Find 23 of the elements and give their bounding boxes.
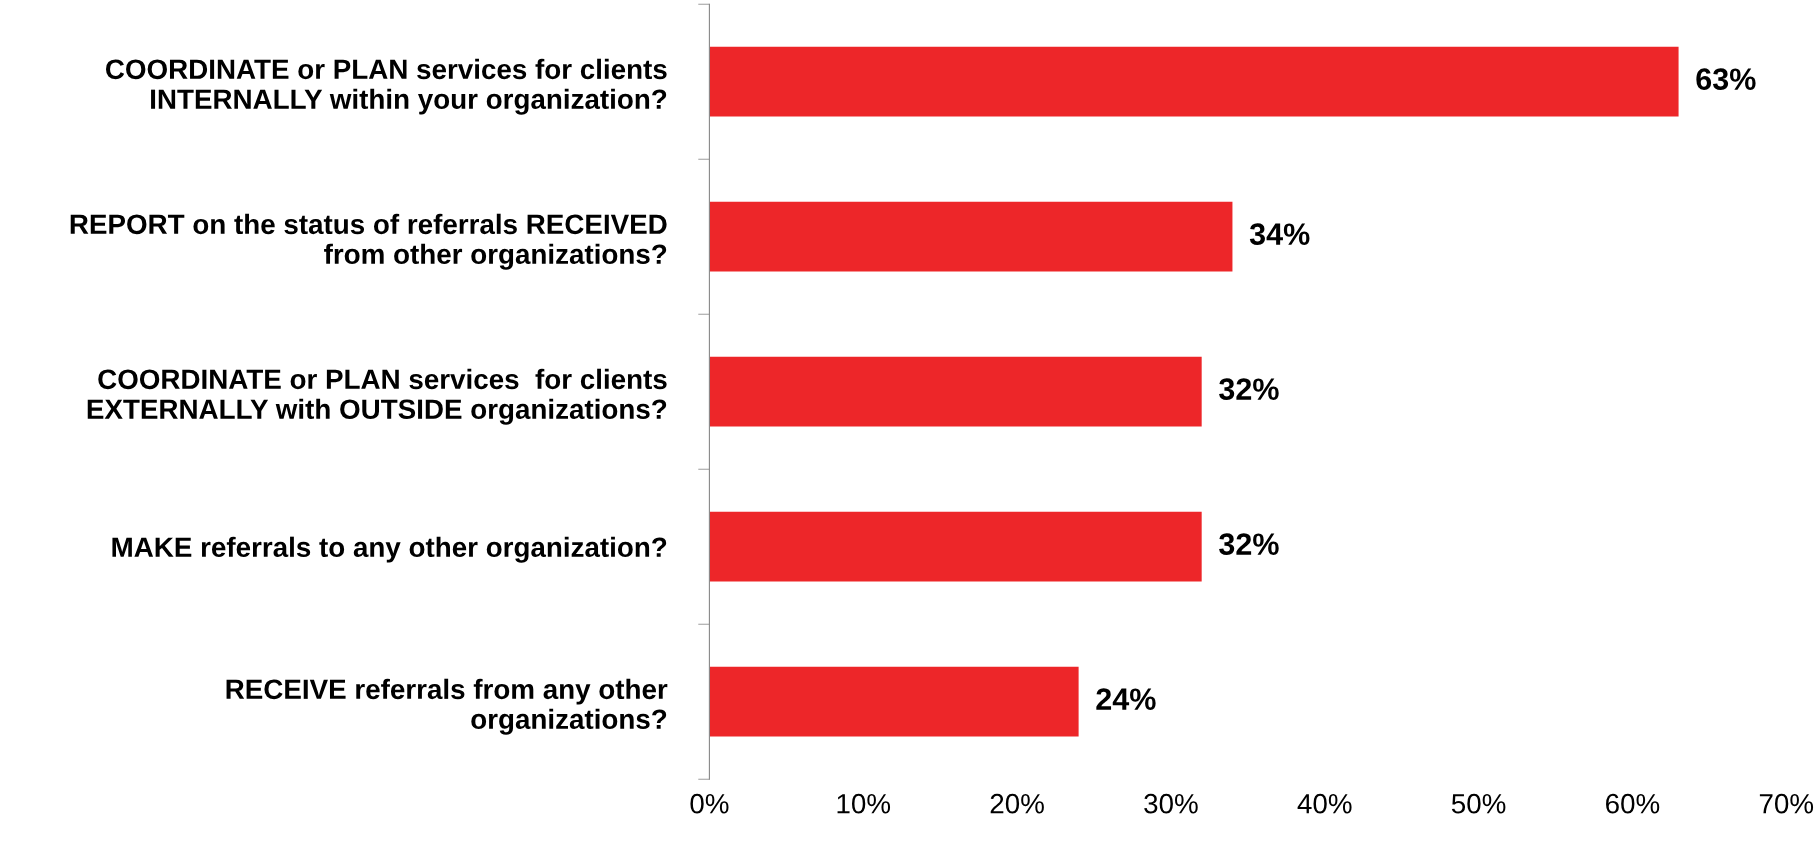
y-tick-label: REPORT on the status of referrals RECEIVED from other organizations?	[70, 213, 667, 270]
bar	[709, 46, 1679, 117]
bar	[709, 201, 1233, 272]
x-tick-label: 40%	[1297, 793, 1352, 814]
bar	[709, 511, 1202, 582]
bar	[709, 356, 1202, 427]
y-tick-label: RECEIVE referrals from any other organizations?	[226, 678, 668, 735]
y-tick-label: MAKE referrals to any other organization?	[112, 536, 667, 563]
x-tick-label: 30%	[1144, 793, 1198, 814]
data-label: 32%	[1219, 378, 1279, 400]
bar	[709, 666, 1079, 737]
data-label: 24%	[1096, 688, 1156, 710]
x-tick-label: 50%	[1451, 793, 1506, 814]
data-label: 32%	[1219, 533, 1279, 555]
x-tick-label: 70%	[1759, 793, 1814, 814]
data-label: 34%	[1249, 223, 1310, 245]
y-tick-label: COORDINATE or PLAN services for clients EXTERNALLY with OUTSIDE organizations?	[87, 368, 667, 425]
data-label: 63%	[1696, 68, 1756, 90]
y-tick-label: COORDINATE or PLAN services for clients INTERNALLY within your organization?	[106, 58, 667, 115]
x-tick-label: 0%	[690, 793, 729, 814]
x-tick-label: 20%	[990, 793, 1044, 814]
x-tick-label: 60%	[1606, 793, 1660, 814]
x-tick-label: 10%	[837, 793, 891, 814]
